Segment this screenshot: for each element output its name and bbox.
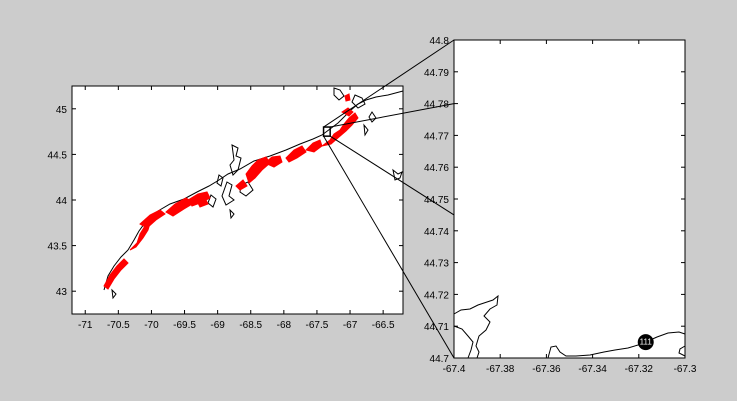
highlight-segment — [235, 179, 248, 191]
inset-y-tick-label: 44.8 — [430, 36, 450, 47]
main-x-tick-label: -71 — [78, 320, 93, 331]
inset-y-tick-label: 44.72 — [424, 290, 449, 301]
highlight-segments — [103, 93, 359, 290]
inset-coastline — [453, 294, 499, 359]
connector-line — [330, 103, 455, 128]
main-x-tick-label: -69 — [210, 320, 225, 331]
inset-y-tick-label: 44.7 — [430, 354, 450, 365]
highlight-segment — [196, 197, 209, 208]
inset-y-tick-label: 44.71 — [424, 322, 449, 333]
marker-label: 111 — [640, 338, 653, 347]
main-x-tick-label: -70.5 — [107, 320, 130, 331]
main-map-axes: -71 -70.5 -70 -69.5 -69 -68.5 -68 -67.5 -67 -66.5… — [48, 85, 404, 331]
main-y-tick-label: 44 — [56, 196, 68, 207]
main-y-tick-label: 44.5 — [48, 150, 68, 161]
inset-y-tick-label: 44.75 — [424, 195, 449, 206]
main-y-tick-label: 43 — [56, 287, 68, 298]
connector-line — [323, 135, 455, 359]
inset-coastline — [453, 325, 474, 359]
location-marker[interactable]: 111 — [637, 334, 654, 351]
inset-y-tick-label: 44.76 — [424, 163, 449, 174]
connector-line — [323, 39, 455, 128]
highlight-segment — [103, 258, 129, 290]
main-map-geography — [103, 87, 404, 300]
coastline-detail — [111, 87, 403, 300]
inset-map-frame — [453, 39, 686, 359]
highlight-segment — [264, 155, 283, 168]
inset-x-tick-label: -67.3 — [674, 364, 697, 375]
inset-coastline — [678, 345, 686, 357]
main-x-tick-label: -68.5 — [239, 320, 262, 331]
main-x-tick-label: -68 — [277, 320, 292, 331]
inset-x-tick-label: -67.38 — [486, 364, 515, 375]
inset-x-tick-label: -67.36 — [532, 364, 561, 375]
inset-y-tick-label: 44.73 — [424, 259, 449, 270]
inset-map-geography — [453, 294, 686, 359]
main-y-tick-label: 45 — [56, 105, 68, 116]
inset-x-tick-label: -67.32 — [625, 364, 654, 375]
main-x-tick-label: -66.5 — [372, 320, 395, 331]
inset-y-tick-label: 44.79 — [424, 68, 449, 79]
zoom-region-box — [322, 126, 331, 137]
inset-x-tick-label: -67.34 — [578, 364, 607, 375]
inset-coastline — [547, 331, 686, 359]
inset-x-ticks: -67.4 -67.38 -67.36 -67.34 -67.32 -67.3 — [443, 40, 697, 375]
inset-y-tick-label: 44.78 — [424, 100, 449, 111]
inset-y-ticks: 44.7 44.71 44.72 44.73 44.74 44.75 44.76 44.77 4… — [424, 36, 685, 365]
inset-map-axes: 111 -67.4 -67.38 -67.36 -67.34 -67.32 -67.3 4… — [424, 36, 697, 375]
highlight-segment — [285, 145, 307, 163]
connector-line — [329, 135, 455, 216]
main-y-ticks: 43 43.5 44 44.5 45 — [48, 105, 403, 298]
main-x-tick-label: -70 — [144, 320, 159, 331]
main-y-tick-label: 43.5 — [48, 242, 68, 253]
main-x-tick-label: -67 — [343, 320, 358, 331]
main-x-tick-label: -67.5 — [306, 320, 329, 331]
main-x-ticks: -71 -70.5 -70 -69.5 -69 -68.5 -68 -67.5 -67 -66.5 — [78, 86, 395, 331]
highlight-segment — [139, 209, 166, 229]
inset-x-tick-label: -67.4 — [443, 364, 466, 375]
highlight-segment — [344, 93, 351, 102]
highlight-segment — [187, 191, 211, 207]
main-x-tick-label: -69.5 — [173, 320, 196, 331]
highlight-segment — [305, 139, 323, 153]
highlight-segment — [321, 112, 359, 147]
inset-y-tick-label: 44.74 — [424, 227, 449, 238]
highlight-segment — [341, 107, 354, 117]
zoom-connector-lines — [323, 39, 455, 359]
inset-y-tick-label: 44.77 — [424, 131, 449, 142]
marker-icon — [637, 334, 654, 351]
